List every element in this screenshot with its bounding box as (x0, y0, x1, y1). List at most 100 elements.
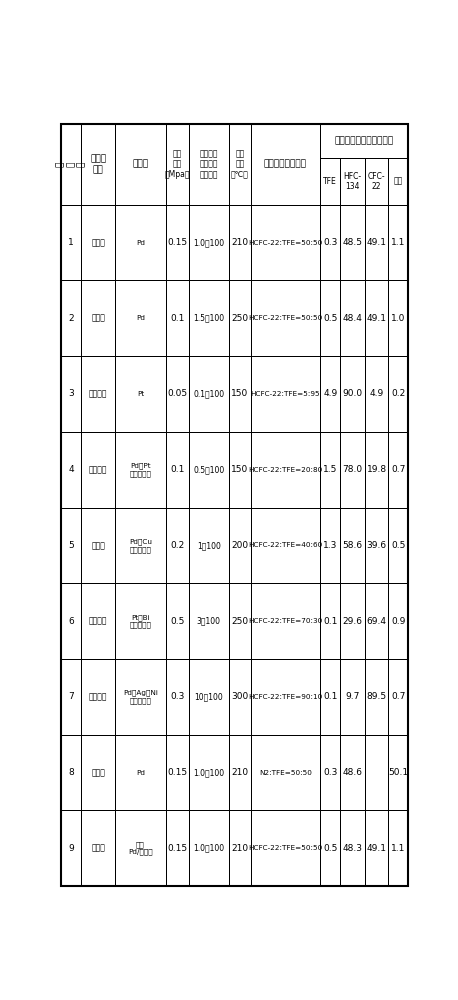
Bar (320, 124, 409, 158)
Bar (229, 280, 251, 356)
Bar (320, 659, 340, 735)
Text: Pd: Pd (136, 240, 145, 246)
Text: 氟化铝: 氟化铝 (91, 844, 105, 853)
Bar (320, 356, 340, 432)
Text: 48.6: 48.6 (343, 768, 363, 777)
Bar (251, 356, 320, 432)
Bar (115, 280, 165, 356)
Bar (189, 659, 229, 735)
Bar (115, 508, 165, 583)
Bar (81, 432, 115, 508)
Bar (388, 158, 409, 205)
Bar (61, 280, 81, 356)
Text: 氟化钙: 氟化钙 (91, 541, 105, 550)
Text: Pd、Ag、Ni
金属复合物: Pd、Ag、Ni 金属复合物 (123, 690, 158, 704)
Text: 58.6: 58.6 (343, 541, 363, 550)
Text: 氟化镁: 氟化镁 (91, 314, 105, 323)
Bar (61, 810, 81, 886)
Text: 催化剂与
多孔载体
的重量比: 催化剂与 多孔载体 的重量比 (200, 149, 218, 179)
Bar (251, 659, 320, 735)
Text: 0.15: 0.15 (167, 768, 187, 777)
Bar (81, 280, 115, 356)
Bar (189, 205, 229, 280)
Bar (320, 205, 340, 280)
Text: 1: 1 (68, 238, 74, 247)
Text: 1.1: 1.1 (391, 238, 405, 247)
Bar (229, 432, 251, 508)
Text: 0.7: 0.7 (391, 692, 405, 701)
Bar (61, 659, 81, 735)
Text: 2: 2 (68, 314, 74, 323)
Bar (320, 432, 340, 508)
Text: N2:TFE=50:50: N2:TFE=50:50 (259, 770, 312, 776)
Text: 0.9: 0.9 (391, 617, 405, 626)
Text: 0.2: 0.2 (170, 541, 184, 550)
Bar (229, 659, 251, 735)
Bar (340, 583, 365, 659)
Bar (320, 158, 340, 205)
Bar (229, 810, 251, 886)
Text: 49.1: 49.1 (366, 314, 387, 323)
Bar (165, 432, 189, 508)
Bar (61, 583, 81, 659)
Text: 4: 4 (68, 465, 74, 474)
Bar (61, 508, 81, 583)
Bar (365, 158, 388, 205)
Bar (115, 205, 165, 280)
Bar (81, 735, 115, 810)
Bar (388, 432, 409, 508)
Text: 6: 6 (68, 617, 74, 626)
Bar (229, 356, 251, 432)
Text: 产品中主要物质摩尔含量: 产品中主要物质摩尔含量 (335, 136, 394, 145)
Bar (251, 735, 320, 810)
Text: 10：100: 10：100 (195, 692, 223, 701)
Text: 氟化铝: 氟化铝 (91, 768, 105, 777)
Bar (388, 659, 409, 735)
Text: 1.5：100: 1.5：100 (193, 314, 224, 323)
Bar (340, 158, 365, 205)
Bar (229, 508, 251, 583)
Bar (340, 810, 365, 886)
Text: 0.3: 0.3 (170, 692, 184, 701)
Text: 210: 210 (231, 238, 248, 247)
Text: 4.9: 4.9 (370, 389, 384, 398)
Bar (251, 432, 320, 508)
Bar (165, 508, 189, 583)
Bar (251, 124, 320, 205)
Text: 210: 210 (231, 844, 248, 853)
Bar (115, 124, 165, 205)
Text: 300: 300 (231, 692, 248, 701)
Text: 1.0：100: 1.0：100 (193, 768, 224, 777)
Text: Pt: Pt (137, 391, 144, 397)
Text: 0.3: 0.3 (323, 768, 338, 777)
Text: 0.15: 0.15 (167, 844, 187, 853)
Bar (165, 583, 189, 659)
Text: 150: 150 (231, 465, 248, 474)
Bar (81, 356, 115, 432)
Bar (320, 583, 340, 659)
Bar (340, 356, 365, 432)
Text: 48.5: 48.5 (343, 238, 363, 247)
Bar (165, 356, 189, 432)
Bar (251, 810, 320, 886)
Bar (165, 205, 189, 280)
Text: 0.5: 0.5 (391, 541, 405, 550)
Bar (81, 659, 115, 735)
Text: 催化剂
载体: 催化剂 载体 (90, 155, 106, 174)
Text: HCFC-22:TFE=40:60: HCFC-22:TFE=40:60 (248, 542, 322, 548)
Bar (229, 124, 251, 205)
Bar (251, 205, 320, 280)
Text: 150: 150 (231, 389, 248, 398)
Text: 1：100: 1：100 (197, 541, 221, 550)
Text: 0.7: 0.7 (391, 465, 405, 474)
Text: 7: 7 (68, 692, 74, 701)
Text: 0.05: 0.05 (167, 389, 187, 398)
Bar (388, 356, 409, 432)
Text: HCFC-22:TFE=50:50: HCFC-22:TFE=50:50 (248, 845, 322, 851)
Bar (115, 735, 165, 810)
Text: HCFC-22:TFE=5:95: HCFC-22:TFE=5:95 (251, 391, 320, 397)
Bar (388, 735, 409, 810)
Text: 0.5: 0.5 (170, 617, 184, 626)
Bar (81, 508, 115, 583)
Bar (61, 205, 81, 280)
